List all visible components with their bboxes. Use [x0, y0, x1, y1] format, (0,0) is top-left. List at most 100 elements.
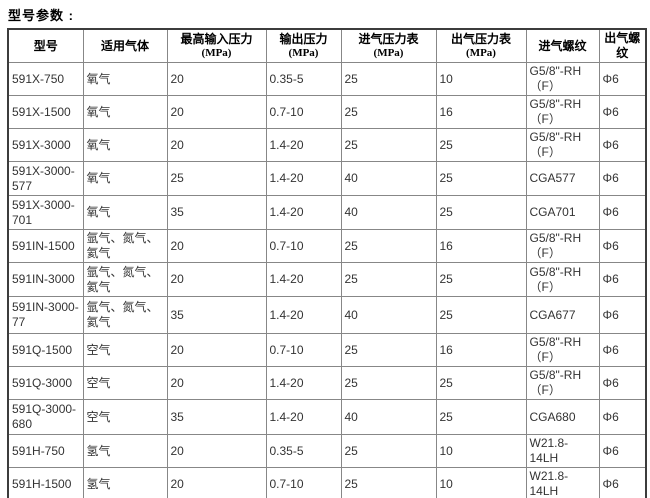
spec-table-body: 591X-750 氧气 20 0.35-5 25 10 G5/8"-RH（F） Φ6 591X-… [7, 62, 647, 498]
cell-outlet-thread: Φ6 [598, 366, 647, 400]
header-row: 型号 适用气体 最高输入压力 (MPa) 输出压力 (MPa) 进气压力表 (MPa) 出气压力… [7, 28, 647, 63]
column-header-label: 出气螺纹 [604, 31, 641, 60]
cell-inlet-gauge: 40 [340, 195, 437, 230]
column-header-inlet-thread: 进气螺纹 [525, 28, 600, 63]
cell-outlet-thread: Φ6 [598, 62, 647, 96]
cell-gas: 氧气 [82, 62, 168, 96]
cell-gas: 空气 [82, 366, 168, 400]
cell-outlet-gauge: 25 [435, 161, 527, 196]
cell-inlet-thread: G5/8"-RH（F） [525, 62, 600, 96]
table-row: 591Q-1500 空气 20 0.7-10 25 16 G5/8"-RH（F） Φ6 [7, 333, 647, 367]
table-row: 591H-750 氢气 20 0.35-5 25 10 W21.8-14LH Φ6 [7, 434, 647, 468]
column-header-label: 型号 [33, 38, 58, 53]
cell-output-pressure: 0.7-10 [265, 229, 342, 263]
cell-outlet-gauge: 25 [435, 296, 527, 334]
cell-model: 591H-1500 [7, 467, 84, 498]
cell-inlet-thread: W21.8-14LH [525, 467, 600, 498]
cell-model: 591X-3000-577 [7, 161, 84, 196]
cell-output-pressure: 0.7-10 [265, 333, 342, 367]
cell-outlet-thread: Φ6 [598, 262, 647, 297]
cell-inlet-thread: G5/8"-RH（F） [525, 262, 600, 297]
cell-max-input-pressure: 20 [166, 128, 267, 162]
cell-outlet-thread: Φ6 [598, 195, 647, 230]
table-row: 591IN-1500 氩气、氮气、氦气 20 0.7-10 25 16 G5/8"-RH（F… [7, 229, 647, 263]
cell-outlet-gauge: 16 [435, 333, 527, 367]
column-header-unit: (MPa) [466, 47, 496, 59]
cell-model: 591IN-3000-77 [7, 296, 84, 334]
cell-inlet-gauge: 25 [340, 229, 437, 263]
cell-gas: 氩气、氮气、氦气 [82, 262, 168, 297]
column-header-model: 型号 [7, 28, 84, 63]
cell-outlet-thread: Φ6 [598, 161, 647, 196]
cell-output-pressure: 1.4-20 [265, 161, 342, 196]
table-row: 591X-3000-701 氧气 35 1.4-20 40 25 CGA701 Φ6 [7, 195, 647, 230]
cell-gas: 氧气 [82, 128, 168, 162]
cell-inlet-gauge: 40 [340, 296, 437, 334]
cell-outlet-thread: Φ6 [598, 229, 647, 263]
cell-max-input-pressure: 20 [166, 434, 267, 468]
cell-max-input-pressure: 20 [166, 333, 267, 367]
column-header-label: 进气压力表 [358, 32, 419, 46]
cell-inlet-gauge: 25 [340, 434, 437, 468]
cell-output-pressure: 0.35-5 [265, 434, 342, 468]
cell-max-input-pressure: 20 [166, 62, 267, 96]
cell-model: 591X-750 [7, 62, 84, 96]
cell-max-input-pressure: 20 [166, 229, 267, 263]
cell-inlet-gauge: 25 [340, 95, 437, 129]
cell-output-pressure: 1.4-20 [265, 399, 342, 435]
cell-inlet-thread: CGA701 [525, 195, 600, 230]
table-row: 591X-1500 氧气 20 0.7-10 25 16 G5/8"-RH（F） Φ6 [7, 95, 647, 129]
column-header-label: 进气螺纹 [538, 38, 587, 53]
column-header-outlet-thread: 出气螺纹 [598, 28, 647, 63]
cell-model: 591IN-1500 [7, 229, 84, 263]
cell-output-pressure: 1.4-20 [265, 366, 342, 400]
table-row: 591H-1500 氢气 20 0.7-10 25 10 W21.8-14LH Φ6 [7, 467, 647, 498]
column-header-output: 输出压力 (MPa) [265, 28, 342, 63]
spec-table-header: 型号 适用气体 最高输入压力 (MPa) 输出压力 (MPa) 进气压力表 (MPa) 出气压力… [7, 28, 647, 63]
column-header-gas: 适用气体 [82, 28, 168, 63]
cell-max-input-pressure: 20 [166, 467, 267, 498]
cell-max-input-pressure: 35 [166, 399, 267, 435]
column-header-unit: (MPa) [201, 47, 232, 59]
cell-inlet-thread: G5/8"-RH（F） [525, 95, 600, 129]
cell-outlet-thread: Φ6 [598, 467, 647, 498]
cell-inlet-gauge: 25 [340, 333, 437, 367]
cell-inlet-thread: CGA577 [525, 161, 600, 196]
cell-gas: 氩气、氮气、氦气 [82, 296, 168, 334]
cell-model: 591H-750 [7, 434, 84, 468]
cell-outlet-gauge: 25 [435, 399, 527, 435]
cell-outlet-gauge: 25 [435, 366, 527, 400]
cell-outlet-gauge: 25 [435, 128, 527, 162]
cell-outlet-thread: Φ6 [598, 128, 647, 162]
cell-gas: 氧气 [82, 161, 168, 196]
cell-output-pressure: 1.4-20 [265, 128, 342, 162]
cell-outlet-thread: Φ6 [598, 399, 647, 435]
cell-inlet-thread: CGA680 [525, 399, 600, 435]
column-header-inlet-gauge: 进气压力表 (MPa) [340, 28, 437, 63]
cell-inlet-thread: CGA677 [525, 296, 600, 334]
cell-model: 591Q-3000 [7, 366, 84, 400]
column-header-label: 出气压力表 [450, 32, 511, 46]
cell-max-input-pressure: 35 [166, 296, 267, 334]
cell-model: 591Q-1500 [7, 333, 84, 367]
cell-inlet-thread: G5/8"-RH（F） [525, 229, 600, 263]
cell-model: 591X-1500 [7, 95, 84, 129]
cell-model: 591Q-3000-680 [7, 399, 84, 435]
table-row: 591IN-3000-77 氩气、氮气、氦气 35 1.4-20 40 25 CGA677 Φ… [7, 296, 647, 334]
cell-model: 591X-3000-701 [7, 195, 84, 230]
cell-max-input-pressure: 35 [166, 195, 267, 230]
column-header-label: 输出压力 [279, 32, 328, 46]
table-row: 591Q-3000-680 空气 35 1.4-20 40 25 CGA680 Φ6 [7, 399, 647, 435]
cell-model: 591IN-3000 [7, 262, 84, 297]
page-title: 型号参数 : [8, 8, 74, 23]
cell-output-pressure: 0.7-10 [265, 467, 342, 498]
cell-inlet-thread: G5/8"-RH（F） [525, 366, 600, 400]
cell-output-pressure: 1.4-20 [265, 195, 342, 230]
column-header-unit: (MPa) [373, 47, 404, 59]
cell-gas: 氧气 [82, 195, 168, 230]
column-header-outlet-gauge: 出气压力表 (MPa) [435, 28, 527, 63]
cell-output-pressure: 0.35-5 [265, 62, 342, 96]
cell-gas: 氩气、氮气、氦气 [82, 229, 168, 263]
cell-gas: 氧气 [82, 95, 168, 129]
cell-inlet-gauge: 25 [340, 128, 437, 162]
